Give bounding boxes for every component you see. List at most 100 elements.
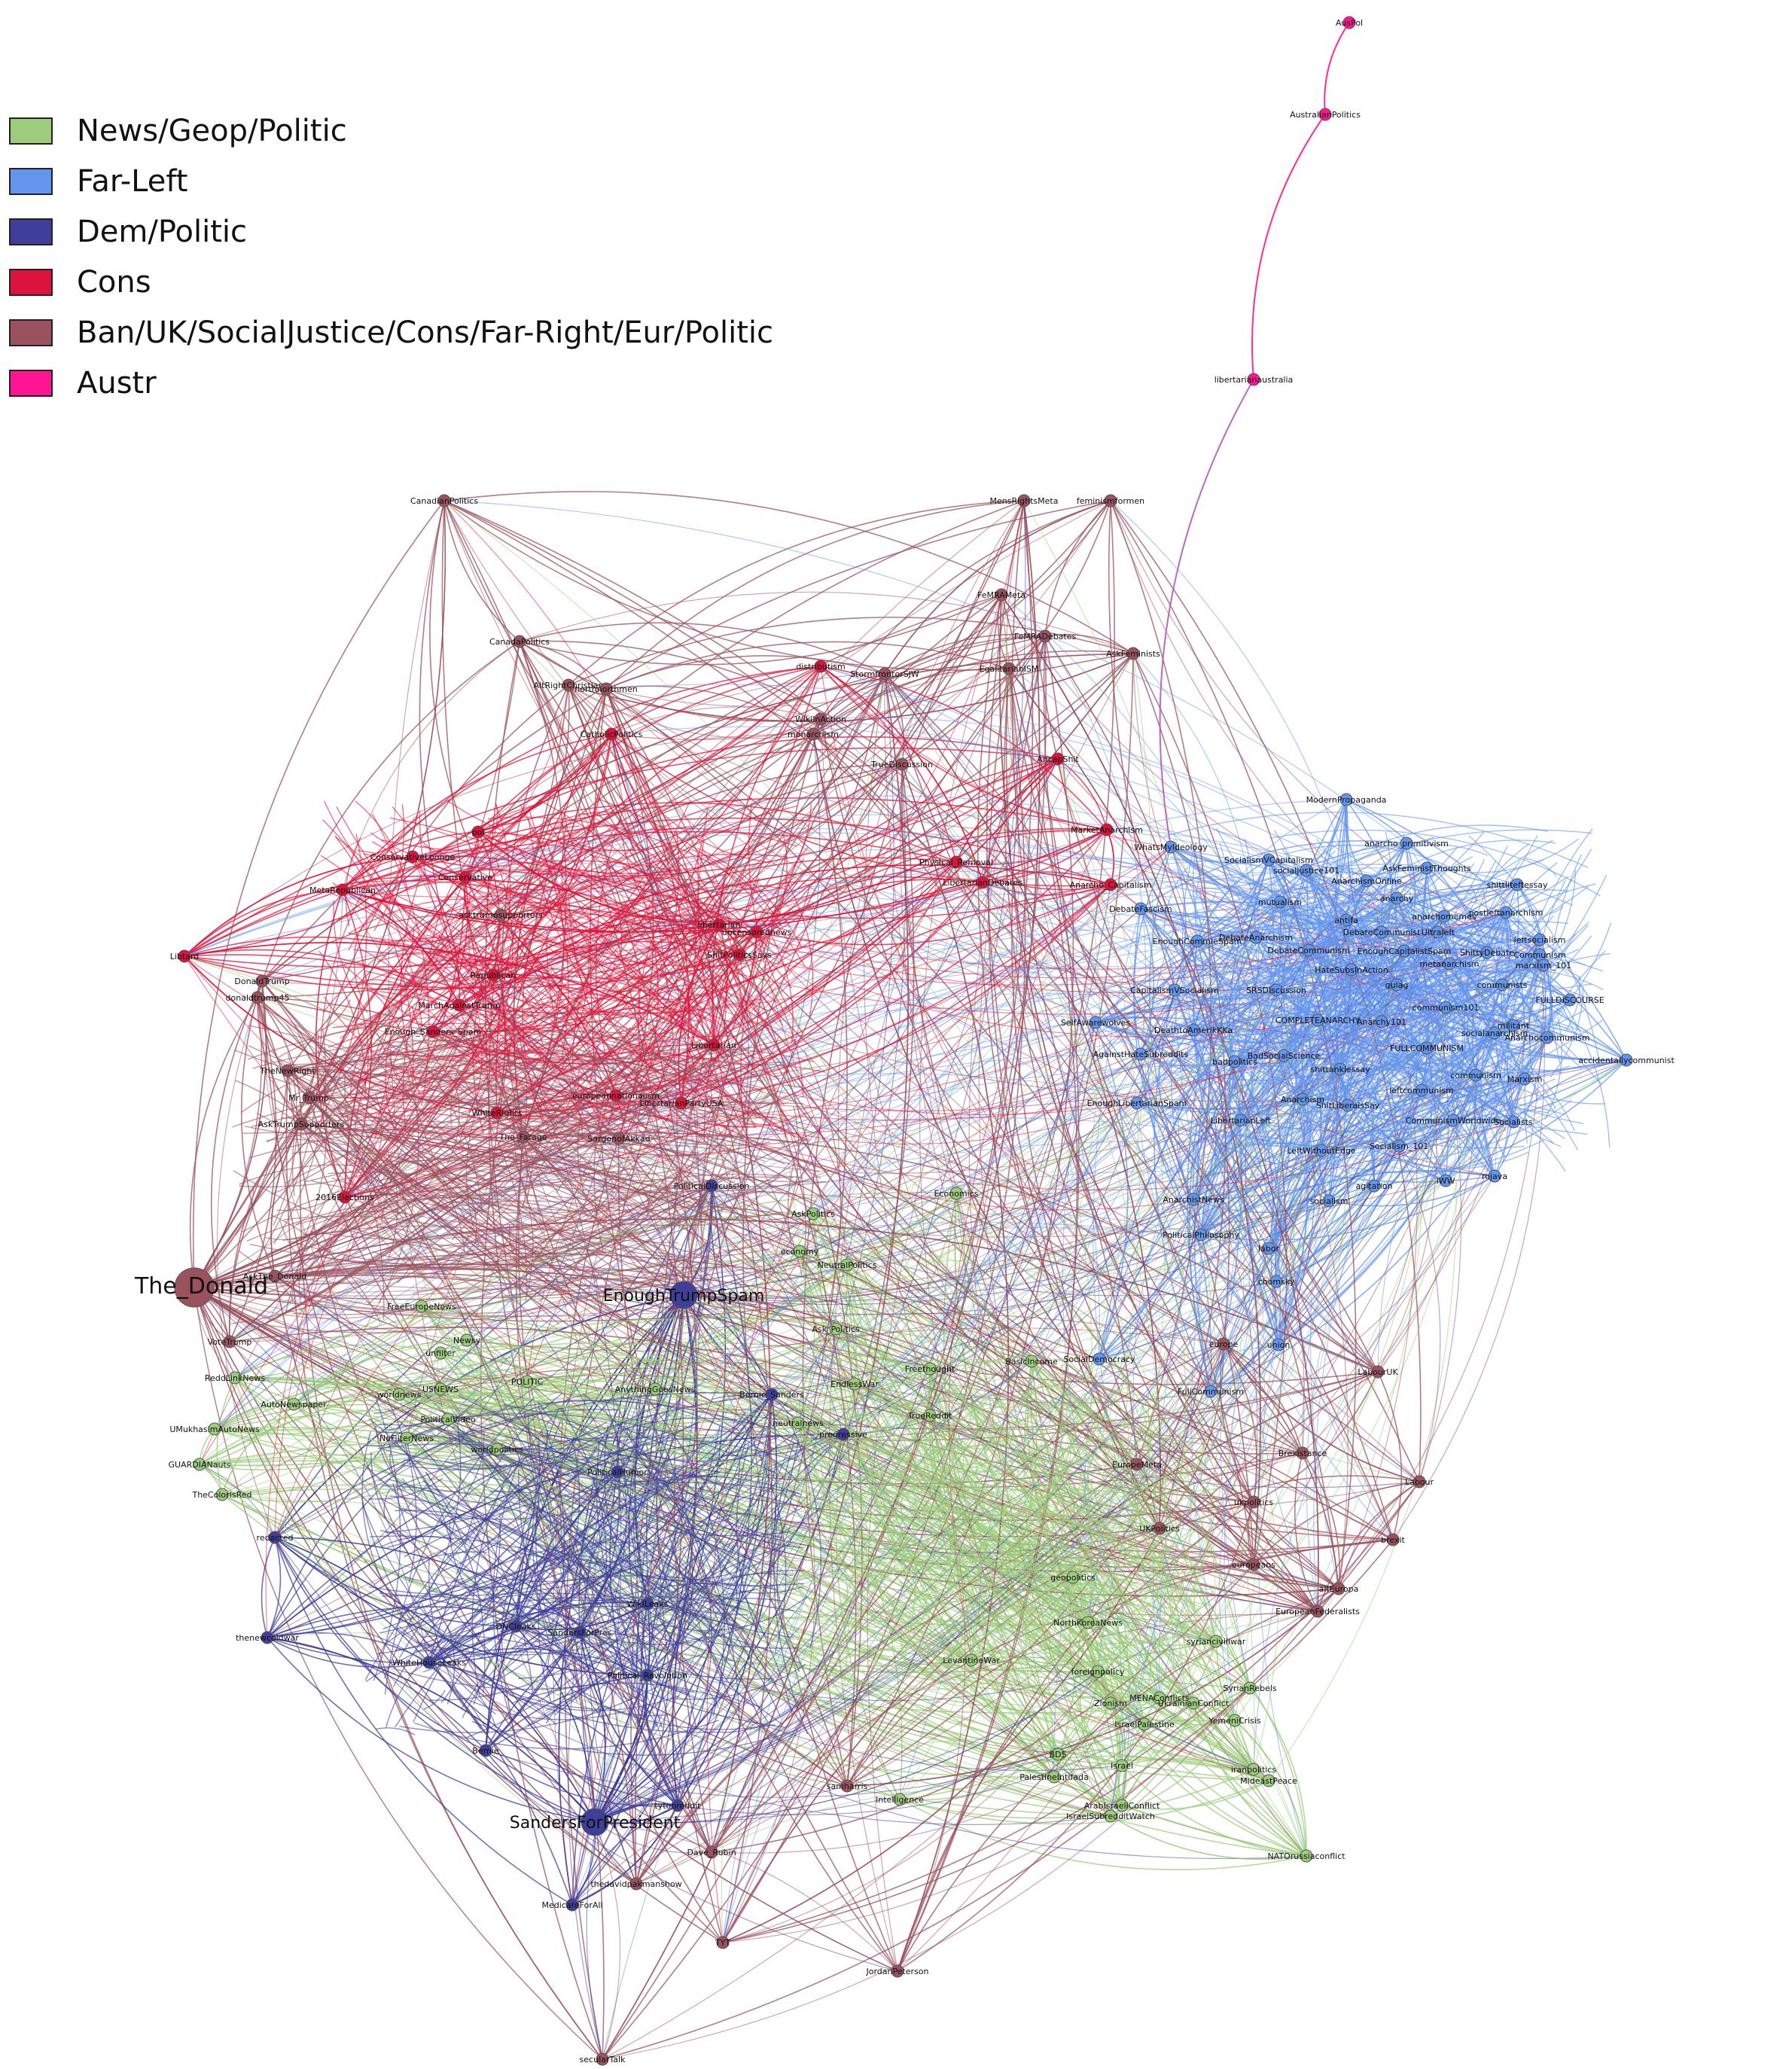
graph-edge [355, 817, 611, 1021]
graph-edge [344, 1196, 498, 1450]
graph-node [1187, 1193, 1200, 1206]
graph-edge [518, 1122, 576, 1159]
graph-edge [229, 1327, 1254, 1565]
graph-edge [526, 1381, 1194, 1704]
graph-edge [1461, 1054, 1606, 1105]
graph-edge [1165, 868, 1507, 1106]
graph-edge [937, 1446, 1154, 1520]
graph-edge [710, 1513, 757, 1522]
graph-node [891, 1964, 904, 1978]
graph-edge [261, 758, 1059, 986]
edge-layer [184, 22, 1627, 2060]
graph-edge [931, 1491, 1077, 1585]
node-label: CatholicPolitics [581, 730, 643, 739]
graph-edge [523, 1136, 773, 1395]
graph-node [965, 1653, 978, 1667]
node-label: syrianciviliwar [1187, 1637, 1246, 1647]
graph-node [509, 1620, 523, 1633]
graph-edge [1268, 1089, 1422, 1249]
graph-edge [605, 635, 1046, 707]
node-label: POLITIC [511, 1377, 544, 1387]
node-label: FULLDISCOURSE [1535, 995, 1604, 1005]
graph-edge [214, 1059, 1627, 1440]
graph-edge [1265, 952, 1403, 1082]
graph-node [1311, 1013, 1324, 1027]
graph-edge [775, 1476, 1160, 1546]
node-label: BasicIncome [1005, 1357, 1058, 1367]
node-label: AnarchistNews [1163, 1195, 1224, 1205]
graph-edge [398, 1626, 605, 1711]
graph-edge [199, 1376, 656, 1465]
graph-edge [500, 914, 1307, 1857]
node-label: geopolitics [1050, 1573, 1096, 1583]
graph-edge [1163, 866, 1190, 932]
graph-edge [785, 879, 814, 1018]
graph-edge [428, 1662, 678, 1806]
graph-edge [786, 1415, 822, 1649]
graph-edge [1524, 933, 1577, 1144]
graph-edge [248, 1126, 743, 1187]
graph-edge [618, 1424, 803, 1457]
graph-edge [274, 1537, 573, 1906]
graph-node [1249, 931, 1263, 944]
graph-edge [1472, 908, 1506, 1167]
graph-edge [429, 1641, 606, 1701]
graph-node [609, 1089, 623, 1102]
graph-edge [532, 1029, 694, 1077]
graph-edge [1087, 1150, 1322, 1623]
graph-edge [376, 1226, 449, 1254]
graph-edge [403, 824, 666, 993]
graph-edge [298, 1226, 315, 1304]
graph-node [208, 1422, 221, 1436]
graph-edge [398, 1171, 1375, 1395]
graph-edge [520, 1047, 815, 1093]
graph-edge [346, 1151, 424, 1262]
graph-edge [214, 1367, 1254, 1503]
graph-edge [367, 1245, 507, 1306]
graph-edge [1323, 873, 1474, 1122]
graph-edge [806, 1361, 1007, 1411]
graph-edge [444, 1073, 661, 1139]
graph-edge [568, 1518, 702, 1641]
graph-node [1495, 978, 1509, 992]
graph-edge [1044, 500, 1111, 637]
graph-edge [572, 905, 628, 1068]
node-label: donaldtrump45 [226, 993, 290, 1003]
graph-edge [1061, 1506, 1218, 1641]
graph-edge [447, 1019, 1318, 1420]
graph-edge [490, 803, 511, 990]
graph-edge [846, 1037, 1548, 1787]
graph-edge [519, 641, 1224, 1345]
graph-edge [447, 800, 636, 852]
graph-edge [635, 1089, 1422, 1885]
graph-edge [458, 1153, 685, 1175]
graph-edge [884, 673, 1161, 1529]
graph-edge [983, 1479, 1212, 1637]
graph-edge [425, 1471, 762, 1708]
node-label: TrueDiscussion [870, 760, 933, 769]
graph-node [302, 1091, 315, 1105]
graph-edge [297, 1121, 651, 1268]
graph-edge [476, 1512, 611, 1691]
graph-edge [540, 1147, 813, 1192]
graph-edge [832, 1428, 962, 1689]
graph-edge [412, 758, 1059, 877]
graph-edge [648, 800, 771, 864]
graph-edge [1358, 995, 1403, 1083]
graph-edge [287, 1070, 637, 1885]
node-label: MENAConflicts [1129, 1693, 1190, 1703]
graph-edge [267, 1095, 617, 1638]
graph-edge [267, 1637, 430, 1668]
node-label: antifa [1334, 916, 1358, 925]
node-label: progressive [819, 1430, 867, 1440]
graph-edge [758, 1454, 787, 1653]
graph-node [895, 757, 909, 771]
graph-edge [491, 1077, 810, 1146]
graph-node [565, 1898, 579, 1912]
node-label: redacted [257, 1533, 294, 1543]
node-label: BadSocialScience [1248, 1051, 1321, 1061]
graph-edge [376, 1595, 499, 1655]
graph-edge [387, 1400, 737, 1448]
graph-edge [287, 653, 1134, 1071]
graph-edge [1385, 917, 1540, 937]
